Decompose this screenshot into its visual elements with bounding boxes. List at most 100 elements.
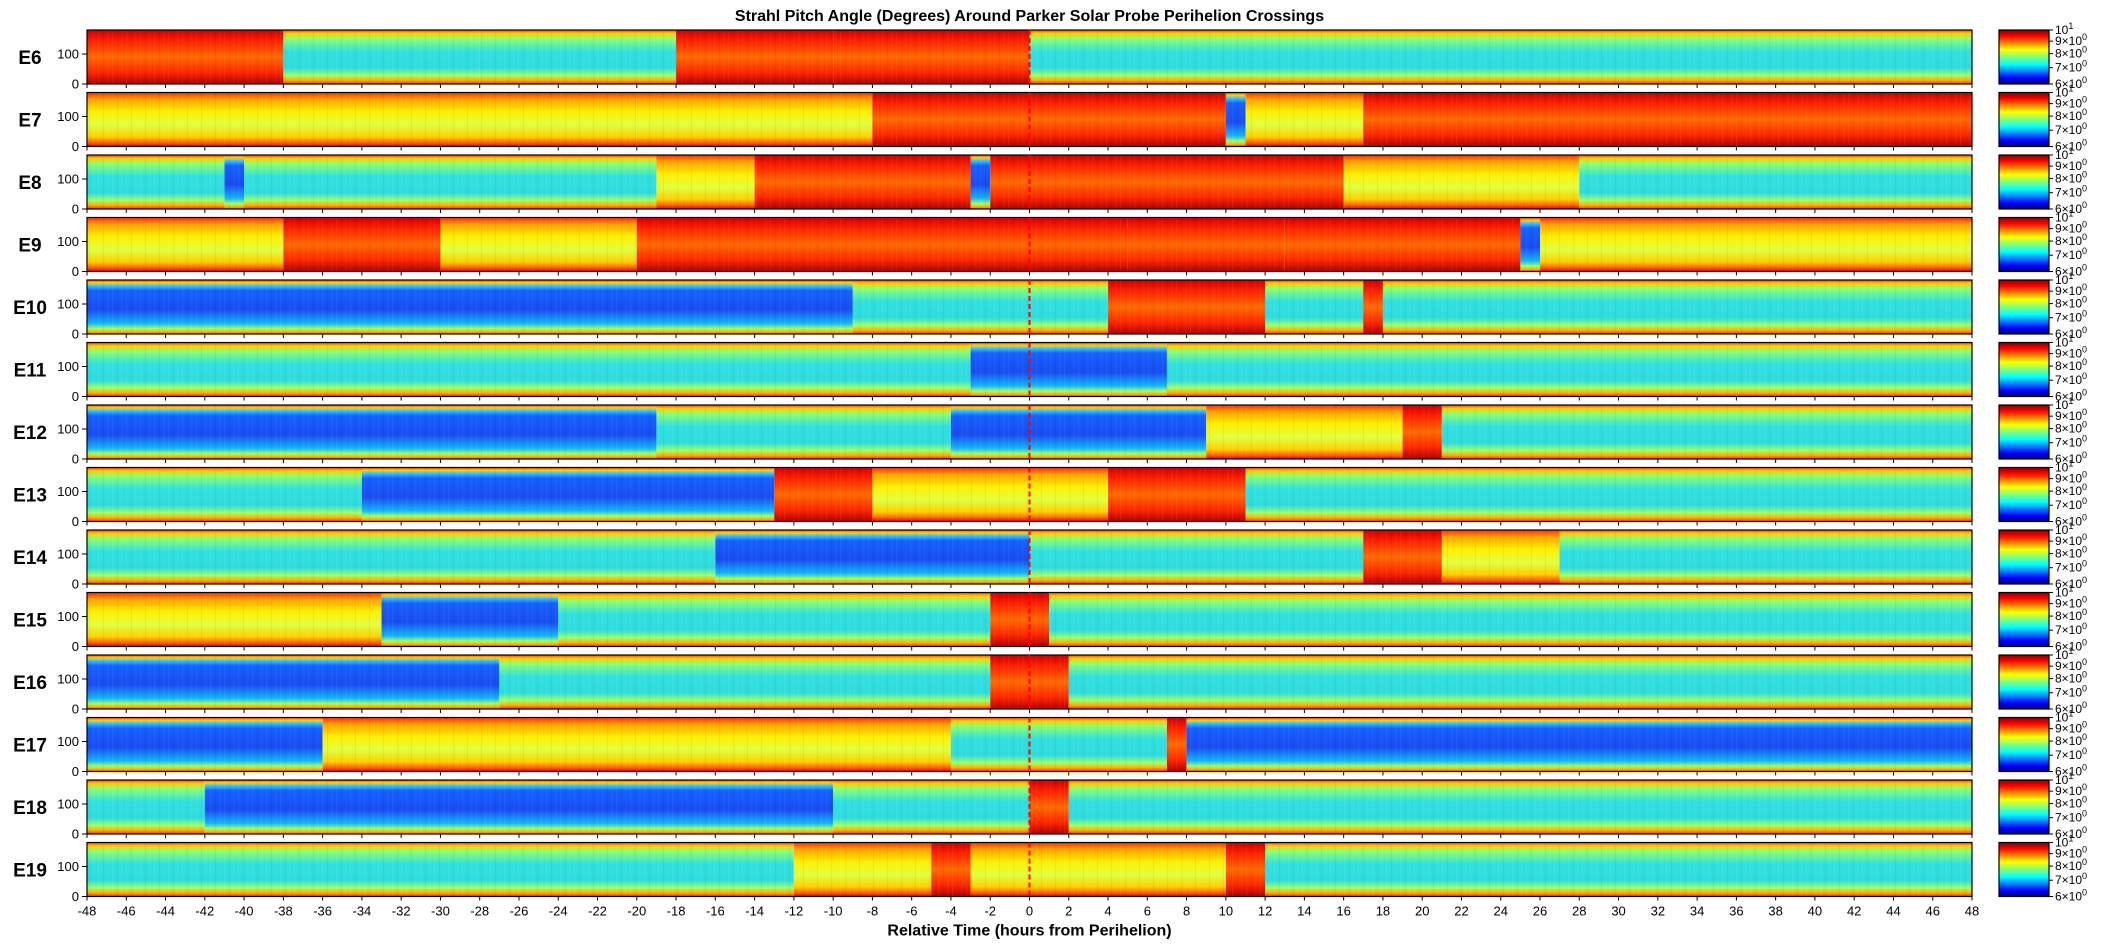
x-tick-label: 40 xyxy=(1808,904,1822,919)
colorbar-tick-label-e17: 8×100 xyxy=(2055,732,2087,748)
x-tick-label: 22 xyxy=(1454,904,1468,919)
encounter-label-e12: E12 xyxy=(13,423,47,444)
colorbar-tick-label-e8: 9×100 xyxy=(2055,157,2087,173)
x-tick-label: -40 xyxy=(235,904,254,919)
colorbar-tick-label-e9: 8×100 xyxy=(2055,232,2087,248)
colorbar-frame-e12 xyxy=(1998,404,2050,460)
colorbar-e17 xyxy=(1999,717,2049,772)
x-tick-label: 36 xyxy=(1729,904,1743,919)
colorbar-tick-label-e6: 8×100 xyxy=(2055,45,2087,61)
x-tick-label: -12 xyxy=(784,904,803,919)
colorbar-tick-label-e8: 8×100 xyxy=(2055,170,2087,186)
y-tick-label-e10-100: 100 xyxy=(57,297,79,312)
colorbar-e11 xyxy=(1999,342,2049,397)
x-tick-label: -8 xyxy=(867,904,879,919)
colorbar-tick-label-e7: 7×100 xyxy=(2055,121,2087,137)
x-tick-label: -2 xyxy=(984,904,996,919)
y-tick-label-e9-0: 0 xyxy=(72,264,79,279)
colorbar-tick-label-e8: 7×100 xyxy=(2055,184,2087,200)
x-tick-label: -30 xyxy=(431,904,450,919)
y-tick-label-e15-0: 0 xyxy=(72,639,79,654)
y-tick-label-e14-0: 0 xyxy=(72,577,79,592)
encounter-label-e15: E15 xyxy=(13,611,47,632)
y-tick-label-e16-100: 100 xyxy=(57,672,79,687)
x-tick-label: 28 xyxy=(1572,904,1586,919)
y-tick-label-e19-100: 100 xyxy=(57,859,79,874)
colorbar-tick-label-e13: 9×100 xyxy=(2055,470,2087,486)
colorbar-tick-label-e15: 7×100 xyxy=(2055,621,2087,637)
x-tick-label: 42 xyxy=(1847,904,1861,919)
colorbar-tick-label-e18: 6×100 xyxy=(2055,825,2087,841)
colorbar-tick-label-e10: 8×100 xyxy=(2055,295,2087,311)
colorbar-tick-label-e19: 6×100 xyxy=(2055,888,2087,904)
y-tick-label-e8-0: 0 xyxy=(72,202,79,217)
colorbar-tick-label-e14: 8×100 xyxy=(2055,545,2087,561)
encounter-label-e10: E10 xyxy=(13,298,47,319)
colorbar-frame-e11 xyxy=(1998,341,2050,398)
colorbar-tick-label-e11: 6×100 xyxy=(2055,388,2087,404)
x-tick-label: -28 xyxy=(470,904,489,919)
colorbar-e6 xyxy=(1999,30,2049,84)
colorbar-frame-e8 xyxy=(1998,154,2050,210)
colorbar-tick-label-e16: 8×100 xyxy=(2055,670,2087,686)
colorbar-tick-label-e17: 9×100 xyxy=(2055,720,2087,736)
colorbar-tick-label-e15: 9×100 xyxy=(2055,595,2087,611)
x-tick-label: 18 xyxy=(1376,904,1390,919)
y-tick-label-e17-100: 100 xyxy=(57,734,79,749)
colorbar-tick-label-e10: 7×100 xyxy=(2055,309,2087,325)
colorbar-tick-label-e10: 6×100 xyxy=(2055,325,2087,341)
colorbar-e14 xyxy=(1999,530,2049,584)
x-tick-label: -44 xyxy=(156,904,175,919)
colorbar-e8 xyxy=(1999,155,2049,209)
y-tick-label-e10-0: 0 xyxy=(72,327,79,342)
colorbar-tick-label-e16: 9×100 xyxy=(2055,657,2087,673)
encounter-label-e18: E18 xyxy=(13,798,47,819)
colorbar-tick-label-e17: 6×100 xyxy=(2055,763,2087,779)
colorbar-tick-label-e9: 6×100 xyxy=(2055,263,2087,279)
x-tick-label: -34 xyxy=(352,904,371,919)
x-tick-label: -4 xyxy=(945,904,957,919)
x-tick-label: 10 xyxy=(1219,904,1233,919)
encounter-label-e16: E16 xyxy=(13,673,47,694)
x-tick-label: 30 xyxy=(1611,904,1625,919)
encounter-label-e14: E14 xyxy=(13,548,47,569)
colorbar-tick-label-e6: 9×100 xyxy=(2055,32,2087,48)
colorbar-tick-label-e14: 6×100 xyxy=(2055,575,2087,591)
chart-title: Strahl Pitch Angle (Degrees) Around Park… xyxy=(735,8,1324,25)
colorbar-tick-label-e16: 6×100 xyxy=(2055,700,2087,716)
y-tick-label-e11-100: 100 xyxy=(57,359,79,374)
colorbar-frame-e10 xyxy=(1998,279,2050,335)
x-tick-label: 24 xyxy=(1494,904,1508,919)
x-tick-label: -24 xyxy=(549,904,568,919)
colorbar-tick-label-e6: 6×100 xyxy=(2055,75,2087,91)
x-tick-label: 8 xyxy=(1183,904,1190,919)
y-tick-label-e15-100: 100 xyxy=(57,609,79,624)
colorbar-tick-label-e10: 9×100 xyxy=(2055,282,2087,298)
x-axis-label: Relative Time (hours from Perihelion) xyxy=(887,923,1171,940)
colorbar-e15 xyxy=(1999,592,2049,647)
y-tick-label-e13-0: 0 xyxy=(72,514,79,529)
y-tick-label-e18-100: 100 xyxy=(57,797,79,812)
colorbar-frame-e7 xyxy=(1998,91,2050,148)
colorbar-frame-e6 xyxy=(1998,29,2050,85)
colorbar-tick-label-e18: 7×100 xyxy=(2055,809,2087,825)
colorbar-e19 xyxy=(1999,842,2049,897)
x-tick-label: -36 xyxy=(313,904,332,919)
colorbar-frame-e17 xyxy=(1998,716,2050,773)
colorbar-frame-e14 xyxy=(1998,529,2050,585)
colorbar-tick-label-e12: 6×100 xyxy=(2055,450,2087,466)
x-tick-label: -32 xyxy=(392,904,411,919)
colorbar-frame-e18 xyxy=(1998,779,2050,835)
x-tick-label: -10 xyxy=(824,904,843,919)
encounter-label-e13: E13 xyxy=(13,486,47,507)
colorbar-tick-label-e7: 9×100 xyxy=(2055,95,2087,111)
x-tick-label: -38 xyxy=(274,904,293,919)
x-tick-label: -48 xyxy=(78,904,97,919)
colorbar-tick-label-e9: 7×100 xyxy=(2055,246,2087,262)
colorbar-e18 xyxy=(1999,780,2049,834)
y-tick-label-e13-100: 100 xyxy=(57,484,79,499)
x-tick-label: 44 xyxy=(1886,904,1900,919)
x-tick-label: -46 xyxy=(117,904,136,919)
colorbar-tick-label-e13: 7×100 xyxy=(2055,496,2087,512)
colorbar-frame-e13 xyxy=(1998,466,2050,523)
